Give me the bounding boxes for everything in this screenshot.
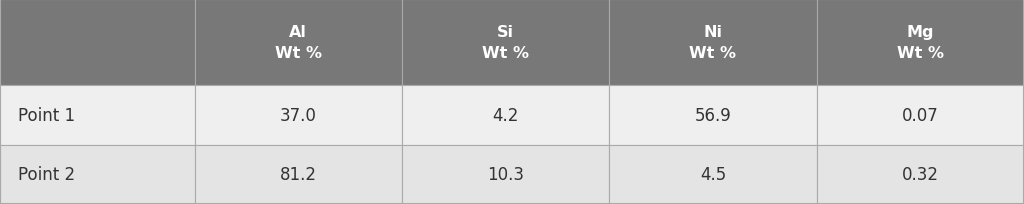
Text: Al
Wt %: Al Wt % — [274, 25, 322, 61]
Bar — [817, 145, 1024, 204]
Text: Point 2: Point 2 — [18, 165, 76, 183]
Text: Point 1: Point 1 — [18, 106, 76, 124]
Text: 10.3: 10.3 — [487, 165, 524, 183]
Bar — [609, 0, 817, 86]
Text: Si
Wt %: Si Wt % — [482, 25, 529, 61]
Bar — [401, 0, 609, 86]
Bar — [817, 0, 1024, 86]
Text: 4.5: 4.5 — [699, 165, 726, 183]
Bar — [401, 145, 609, 204]
Text: 37.0: 37.0 — [280, 106, 316, 124]
Bar — [609, 145, 817, 204]
Bar — [195, 145, 401, 204]
Bar — [0, 145, 195, 204]
Text: Mg
Wt %: Mg Wt % — [897, 25, 944, 61]
Bar — [195, 0, 401, 86]
Text: 81.2: 81.2 — [280, 165, 316, 183]
Bar — [609, 86, 817, 145]
Bar — [817, 86, 1024, 145]
Text: 0.07: 0.07 — [902, 106, 939, 124]
Text: 56.9: 56.9 — [694, 106, 731, 124]
Text: 0.32: 0.32 — [902, 165, 939, 183]
Bar — [401, 86, 609, 145]
Text: 4.2: 4.2 — [493, 106, 519, 124]
Bar — [195, 86, 401, 145]
Bar — [0, 0, 195, 86]
Text: Ni
Wt %: Ni Wt % — [689, 25, 736, 61]
Bar — [0, 86, 195, 145]
